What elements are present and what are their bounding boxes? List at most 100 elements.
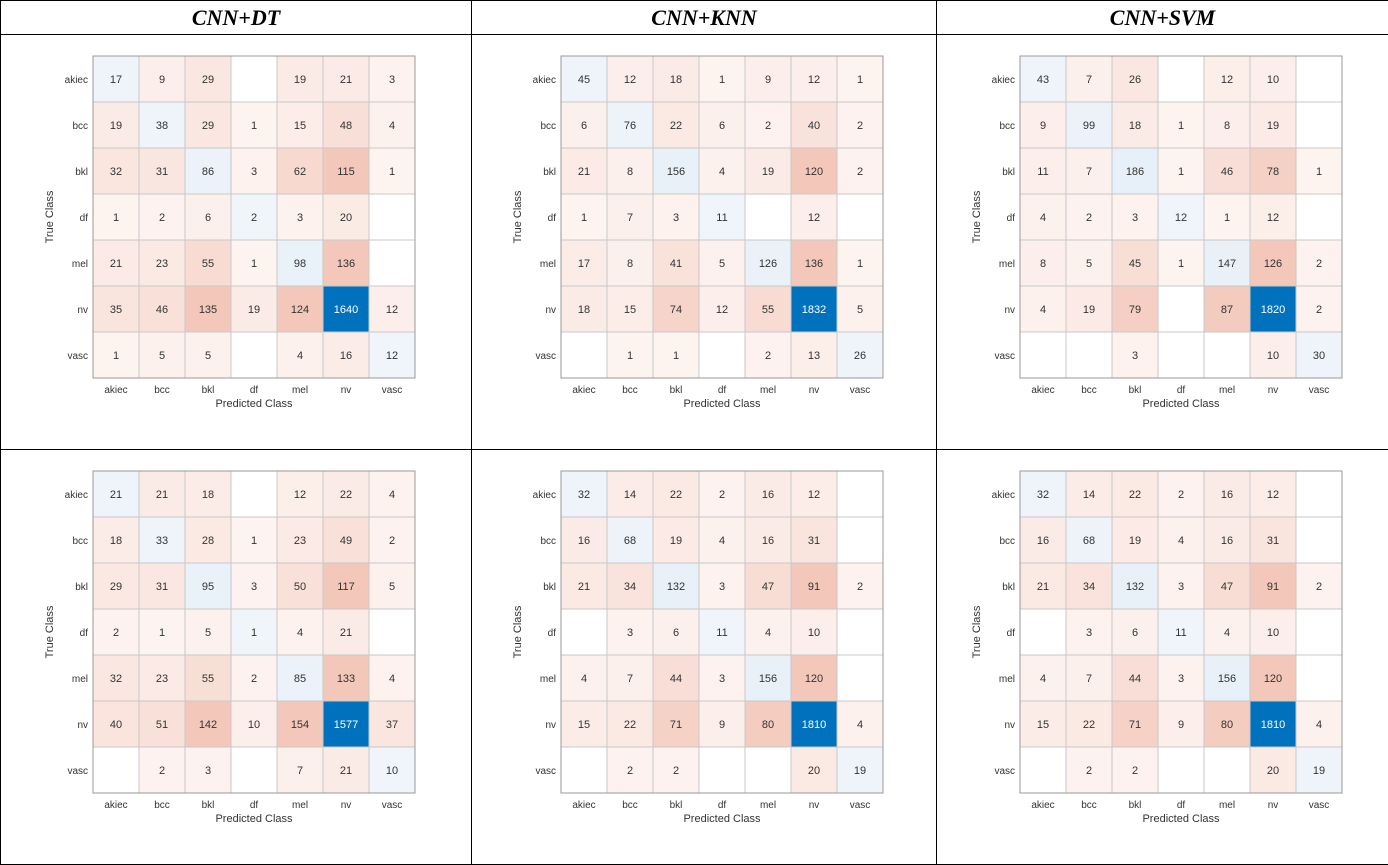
row-tick-label: vasc <box>535 351 556 362</box>
cell-value: 32 <box>1037 489 1049 501</box>
cell-value: 22 <box>1129 489 1141 501</box>
cell-value: 19 <box>854 765 866 777</box>
cell-value: 14 <box>1083 489 1095 501</box>
cell-value: 91 <box>808 581 820 593</box>
cell-value: 147 <box>1218 258 1236 270</box>
col-tick-label: df <box>718 385 727 396</box>
cell-value: 22 <box>624 719 636 731</box>
cell-value: 3 <box>251 166 257 178</box>
matrix-cell-vasc-mel <box>276 331 324 379</box>
cell-value: 74 <box>670 304 682 316</box>
cell-value: 13 <box>808 350 820 362</box>
cell-value: 120 <box>805 166 823 178</box>
matrix-cell-akiec-mel <box>744 470 792 518</box>
cell-value: 32 <box>110 166 122 178</box>
cell-value: 7 <box>1086 74 1092 86</box>
matrix-cell-bkl-mel <box>276 147 324 195</box>
matrix-border <box>560 470 884 794</box>
cell-value: 40 <box>110 719 122 731</box>
col-tick-label: bcc <box>622 385 638 396</box>
cell-value: 2 <box>1086 765 1092 777</box>
matrix-cell-vasc-vasc <box>1295 746 1343 794</box>
cell-value: 6 <box>1132 627 1138 639</box>
matrix-cell-bcc-bkl <box>1111 516 1159 564</box>
matrix-cell-akiec-vasc <box>368 55 416 103</box>
cell-value: 9 <box>1040 120 1046 132</box>
cell-value: 12 <box>1221 74 1233 86</box>
cell-value: 49 <box>340 535 352 547</box>
cell-value: 2 <box>1086 212 1092 224</box>
row-tick-label: vasc <box>535 766 556 777</box>
matrix-cell-bkl-akiec <box>92 562 140 610</box>
cell-value: 126 <box>759 258 777 270</box>
cell-value: 4 <box>297 350 303 362</box>
cell-value: 1820 <box>1261 304 1285 316</box>
matrix-cell-mel-mel <box>744 654 792 702</box>
matrix-cell-akiec-bcc <box>606 470 654 518</box>
cell-value: 7 <box>627 673 633 685</box>
matrix-cell-mel-bkl <box>1111 239 1159 287</box>
matrix-cell-bcc-df <box>698 516 746 564</box>
cell-value: 7 <box>1086 166 1092 178</box>
matrix-cell-mel-bkl <box>1111 654 1159 702</box>
cell-value: 1 <box>1316 166 1322 178</box>
cell-value: 9 <box>719 719 725 731</box>
matrix-cell-df-vasc <box>1295 193 1343 241</box>
cell-value: 4 <box>1316 719 1322 731</box>
matrix-cell-mel-bkl <box>652 654 700 702</box>
matrix-cell-akiec-vasc <box>368 470 416 518</box>
matrix-cell-mel-vasc <box>1295 654 1343 702</box>
cell-value: 23 <box>156 673 168 685</box>
matrix-cell-akiec-nv <box>1249 470 1297 518</box>
matrix-cell-bkl-akiec <box>92 147 140 195</box>
cell-value: 3 <box>297 212 303 224</box>
col-tick-label: mel <box>760 800 776 811</box>
matrix-cell-akiec-mel <box>744 55 792 103</box>
y-axis-label: True Class <box>512 605 524 658</box>
matrix-cell-vasc-bcc <box>1065 331 1113 379</box>
cell-value: 62 <box>294 166 306 178</box>
matrix-cell-mel-mel <box>276 239 324 287</box>
matrix-border <box>1019 55 1343 379</box>
col-tick-label: bkl <box>670 385 683 396</box>
row-tick-label: nv <box>77 720 88 731</box>
matrix-cell-nv-akiec <box>1019 285 1067 333</box>
cell-value: 19 <box>1129 535 1141 547</box>
cell-value: 2 <box>765 350 771 362</box>
cell-value: 1 <box>251 535 257 547</box>
matrix-cell-nv-df <box>230 285 278 333</box>
cell-value: 2 <box>159 212 165 224</box>
confusion-matrix-cnn-knn-1: 45 12 18 1 9 12 16 76 22 6 2 40 221 8 156 4 19 120 21 7 3 11 1… <box>512 55 884 410</box>
col-tick-label: vasc <box>1309 385 1330 396</box>
cell-value: 2 <box>251 673 257 685</box>
x-axis-label: Predicted Class <box>683 813 761 825</box>
cell-value: 29 <box>202 74 214 86</box>
cell-value: 3 <box>1178 673 1184 685</box>
cell-value: 99 <box>1083 120 1095 132</box>
cell-value: 9 <box>765 74 771 86</box>
col-tick-label: df <box>718 800 727 811</box>
matrix-cell-mel-bkl <box>652 239 700 287</box>
cell-value: 5 <box>159 350 165 362</box>
cell-value: 2 <box>857 120 863 132</box>
matrix-cell-vasc-vasc <box>1295 331 1343 379</box>
cell-value: 1 <box>159 627 165 639</box>
cell-value: 16 <box>762 535 774 547</box>
x-axis-label: Predicted Class <box>1142 398 1220 410</box>
matrix-cell-nv-df <box>230 700 278 748</box>
matrix-cell-vasc-nv <box>322 746 370 794</box>
cell-value: 3 <box>389 74 395 86</box>
cell-value: 3 <box>719 581 725 593</box>
cell-value: 95 <box>202 581 214 593</box>
col-tick-label: bcc <box>154 800 170 811</box>
matrix-cell-mel-mel <box>1203 239 1251 287</box>
matrix-cell-akiec-vasc <box>1295 470 1343 518</box>
col-tick-label: vasc <box>382 800 403 811</box>
matrix-cell-mel-vasc <box>836 654 884 702</box>
matrix-cell-akiec-akiec <box>92 470 140 518</box>
cell-value: 10 <box>248 719 260 731</box>
cell-value: 3 <box>1132 212 1138 224</box>
matrix-cell-nv-vasc <box>368 285 416 333</box>
cell-value: 115 <box>337 166 355 178</box>
cell-value: 16 <box>762 489 774 501</box>
